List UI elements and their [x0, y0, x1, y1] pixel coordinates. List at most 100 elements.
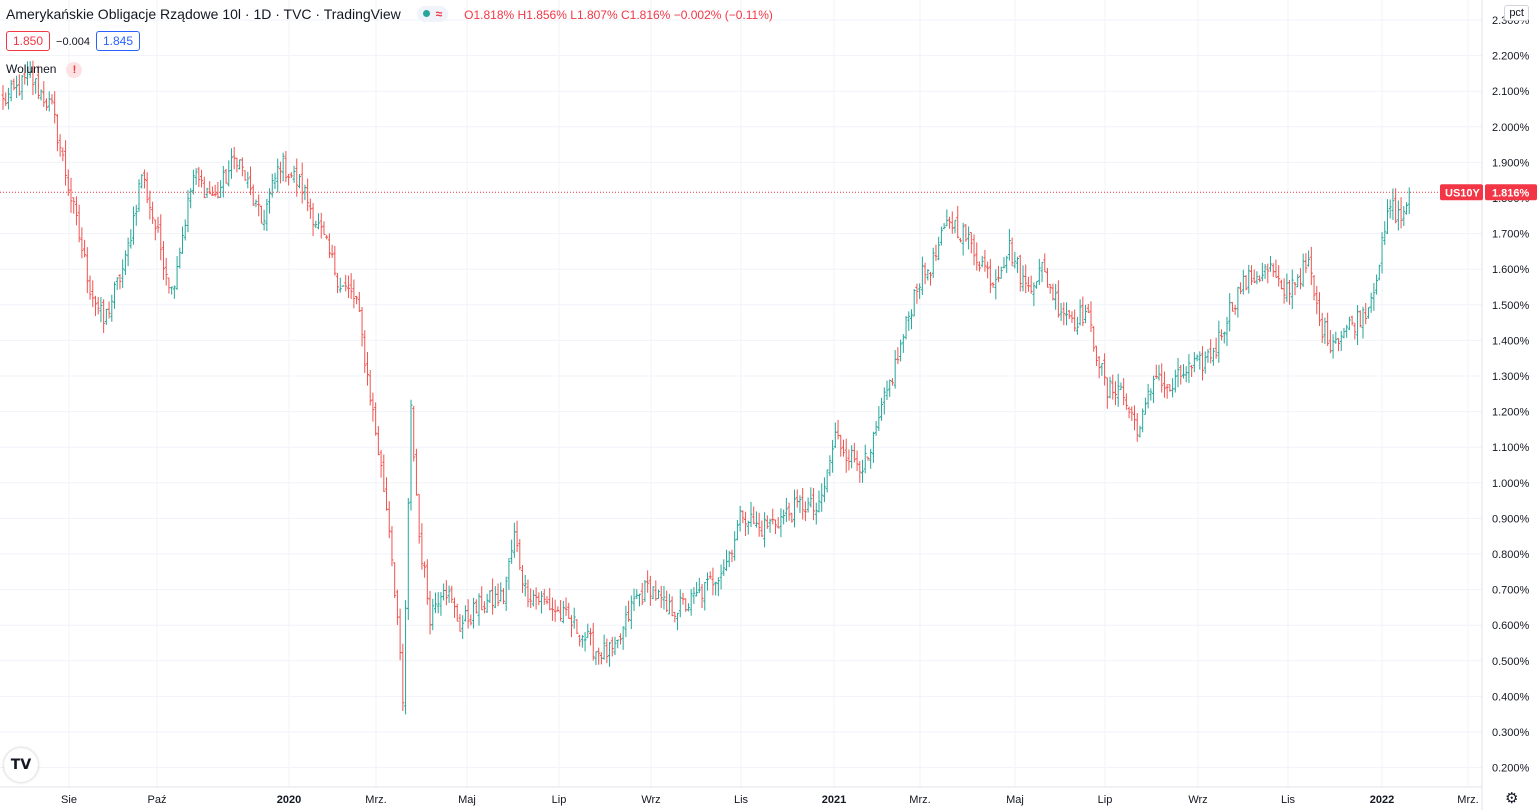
price-tag-symbol: US10Y	[1445, 187, 1481, 199]
ohlc-bar	[431, 598, 435, 631]
market-open-dot	[422, 10, 430, 17]
ohlc-bar	[262, 209, 266, 231]
price-tag-value: 1.816%	[1492, 187, 1530, 199]
ohlc-bar	[1385, 199, 1389, 235]
ohlc-bar	[1326, 312, 1330, 346]
ohlc-bar	[121, 259, 125, 288]
ohlc-bar	[1241, 269, 1245, 295]
y-tick-label: 1.100%	[1492, 442, 1530, 454]
ohlc-bar	[352, 279, 356, 309]
ohlc-bar	[1100, 362, 1104, 376]
x-tick-label: Lip	[1098, 794, 1113, 806]
ohlc-bar	[322, 221, 326, 235]
ohlc-bar	[806, 497, 810, 513]
ohlc-bar	[69, 177, 73, 213]
ohlc-bar	[1220, 329, 1224, 341]
ohlc-bar	[197, 167, 201, 188]
ohlc-bar	[523, 574, 527, 597]
buy-button[interactable]: 1.845	[95, 31, 141, 51]
ohlc-bar	[1342, 327, 1346, 339]
ohlc-bar	[1013, 251, 1017, 269]
ohlc-bar	[194, 168, 198, 185]
ohlc-bar	[1146, 383, 1150, 409]
gear-icon[interactable]: ⚙	[1505, 790, 1519, 807]
x-tick-label: Wrz	[641, 794, 660, 806]
sell-button[interactable]: 1.850	[6, 31, 51, 51]
tradingview-logo-icon[interactable]: TV	[4, 748, 38, 782]
ohlc-bar	[684, 598, 688, 612]
ohlc-bar	[107, 301, 111, 319]
ohlc-bar	[1372, 283, 1376, 311]
ohlc-bar	[752, 506, 756, 525]
ohlc-bar	[1214, 337, 1218, 359]
ohlc-bar	[1024, 264, 1028, 294]
ohlc-bar	[1002, 257, 1006, 269]
ohlc-bar	[480, 586, 484, 611]
ohlc-bar	[1277, 265, 1281, 287]
spread-value: −0.004	[56, 36, 90, 48]
x-tick-label: Mrz.	[909, 794, 930, 806]
ohlc-bar	[836, 419, 840, 440]
ohlc-bar	[455, 603, 459, 622]
ohlc-bar	[550, 597, 554, 621]
ohlc-bar	[450, 585, 454, 603]
ohlc-bar	[670, 596, 674, 617]
x-tick-label: Maj	[458, 794, 476, 806]
ohlc-bar	[254, 199, 258, 208]
warning-icon[interactable]: !	[66, 62, 83, 78]
ohlc-bar	[336, 272, 340, 294]
ohlc-bar	[308, 198, 312, 219]
ohlc-bar	[36, 65, 40, 100]
ohlc-bar	[1124, 393, 1128, 410]
ohlc-bar	[1356, 305, 1360, 346]
price-axis[interactable]: 2.300%2.200%2.100%2.000%1.900%1.800%1.70…	[1492, 15, 1530, 775]
ohlc-bar	[142, 169, 146, 189]
ohlc-bar	[1018, 254, 1022, 292]
ohlc-bar	[1377, 264, 1381, 281]
ohlc-bar	[281, 152, 285, 182]
ohlc-bar	[676, 612, 680, 631]
ohlc-bar	[1328, 330, 1332, 354]
ohlc-bar	[1089, 301, 1093, 333]
ohlc-bar	[899, 339, 903, 362]
ohlc-bar	[295, 158, 299, 197]
ohlc-bar	[1353, 322, 1357, 340]
ohlc-bar	[673, 611, 677, 623]
ohlc-bar	[118, 274, 122, 290]
y-tick-label: 1.200%	[1492, 407, 1530, 419]
volume-legend[interactable]: Wolumen!	[6, 62, 83, 78]
ohlc-bar	[727, 550, 731, 568]
ohlc-bar	[561, 600, 565, 624]
ohlc-bar	[793, 489, 797, 528]
ohlc-bar	[1269, 256, 1273, 272]
x-tick-label: Wrz	[1188, 794, 1207, 806]
ohlc-bar	[608, 641, 612, 667]
ohlc-bar	[572, 607, 576, 629]
market-status-pill[interactable]: ≈	[416, 6, 449, 22]
time-axis[interactable]: Sie Paź 2020 Mrz. Maj Lip Wrz Lis 2021 Mrz. Maj Lip…	[61, 794, 1479, 806]
ohlc-bar	[1084, 304, 1088, 324]
ohlc-bar	[559, 600, 563, 622]
ohlc-bar	[569, 615, 573, 638]
ohlc-bar	[414, 448, 418, 496]
ohlc-bar	[425, 559, 429, 605]
ohlc-bar	[420, 523, 424, 570]
ohlc-bar	[1010, 237, 1014, 267]
ohlc-bar	[994, 269, 998, 300]
ohlc-bar	[189, 188, 193, 209]
ohlc-bar	[556, 606, 560, 612]
ohlc-bar	[1054, 283, 1058, 310]
symbol-title[interactable]: Amerykańskie Obligacje Rządowe 10l · 1D …	[6, 6, 401, 22]
ohlc-bar	[9, 79, 13, 102]
ohlc-bar	[23, 72, 27, 85]
ohlc-bar	[1059, 302, 1063, 321]
ohlc-bar	[417, 493, 421, 544]
ohlc-bar	[1260, 262, 1264, 282]
ohlc-bar	[817, 490, 821, 513]
ohlc-bar	[15, 75, 19, 98]
ohlc-bar	[1130, 406, 1134, 421]
percent-scale-button[interactable]: pct	[1504, 5, 1529, 21]
ohlc-bar	[988, 258, 992, 294]
ohlc-bar	[1402, 206, 1406, 227]
